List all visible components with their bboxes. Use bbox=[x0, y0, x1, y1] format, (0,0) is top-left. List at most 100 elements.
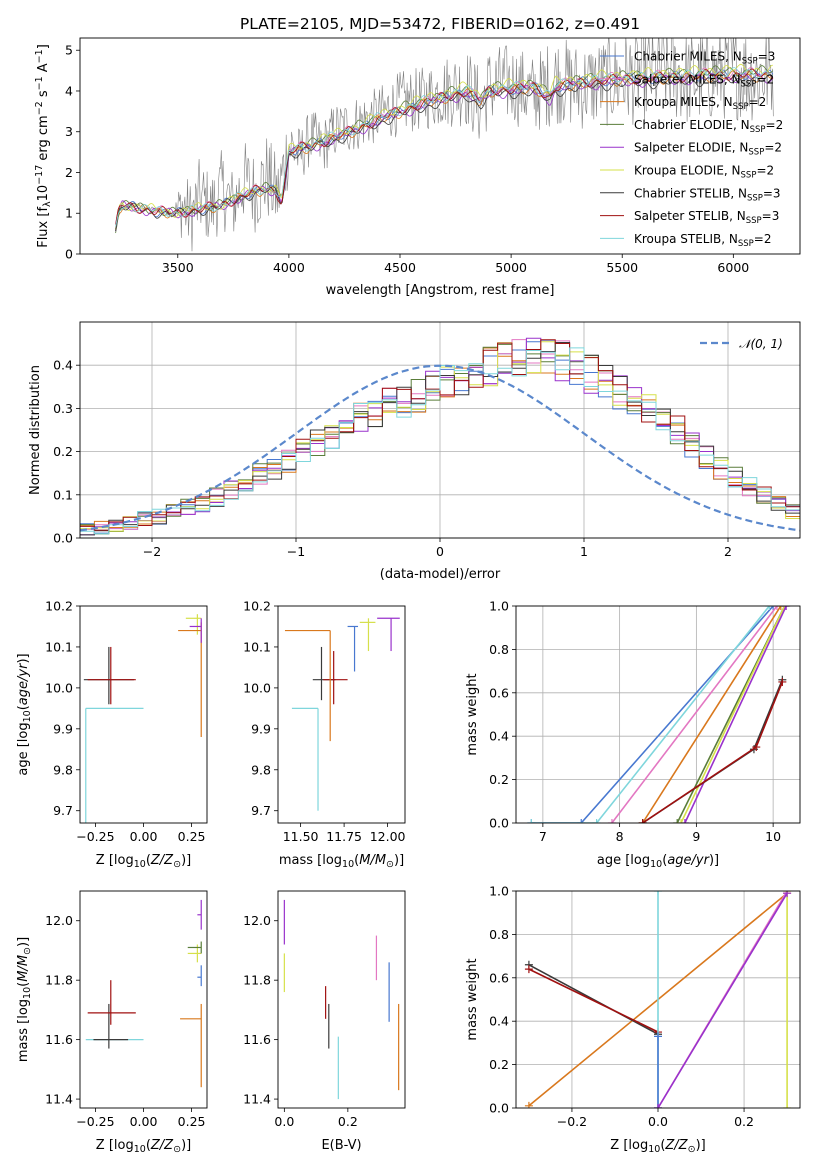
x-tick-label: −0.2 bbox=[557, 1114, 587, 1129]
mass-weight-marker bbox=[638, 819, 647, 823]
errorbar-point bbox=[187, 941, 202, 954]
errorbar-point bbox=[87, 980, 136, 1025]
y-tick-label: 12.0 bbox=[243, 913, 271, 928]
x-tick-label: 0.00 bbox=[130, 1114, 158, 1129]
hist-step-8 bbox=[80, 347, 800, 535]
x-tick-label: 6000 bbox=[717, 260, 749, 275]
x-tick-label: 9 bbox=[692, 829, 700, 844]
mass-weight-marker bbox=[765, 606, 774, 610]
mass-weight-marker bbox=[783, 1104, 792, 1108]
z-axis-label: Z [log10(Z/Z⊙)] bbox=[96, 1138, 191, 1155]
y-tick-label: 11.6 bbox=[45, 1032, 73, 1047]
massweight-vs-Z-panel: −0.2 0.0 0.2 0.0 0.2 0.4 0.6 0.8 1.0 mass weight Z… bbox=[465, 884, 801, 1155]
errorbar-point bbox=[189, 618, 202, 643]
x-tick-label: 0.00 bbox=[130, 829, 158, 844]
x-tick-label: 12.00 bbox=[370, 829, 406, 844]
x-tick-label: 7 bbox=[539, 829, 547, 844]
y-tick-label: 4 bbox=[65, 83, 73, 98]
mass-weight-line bbox=[531, 606, 770, 823]
x-tick-label: 0.2 bbox=[734, 1114, 754, 1129]
age-vs-mass-axes: 11.50 11.75 12.00 9.7 9.8 9.9 10.0 10.1 10.2 bbox=[243, 599, 405, 845]
mass-weight-line bbox=[528, 968, 659, 1033]
x-tick-label: 0.25 bbox=[178, 1114, 206, 1129]
mass-weight-marker bbox=[782, 606, 791, 610]
errorbar-point bbox=[197, 965, 202, 987]
hist-step-7 bbox=[80, 339, 800, 531]
axes-frame bbox=[277, 890, 406, 1109]
x-tick-label: 11.50 bbox=[283, 829, 319, 844]
x-tick-label: −2 bbox=[143, 544, 161, 559]
y-tick-label: 10.1 bbox=[243, 639, 271, 654]
massweight-vs-age-panel: 7 8 9 10 0.0 0.2 0.4 0.6 0.8 1.0 mass weight age [l… bbox=[465, 599, 801, 870]
mass-weight-line bbox=[611, 606, 778, 823]
age-vs-Z-axes: −0.25 0.00 0.25 9.7 9.8 9.9 10.0 10.1 10.2 bbox=[45, 599, 205, 845]
x-tick-label: 0.25 bbox=[178, 829, 206, 844]
age-vs-Z-panel: −0.25 0.00 0.25 9.7 9.8 9.9 10.0 10.1 10.2 Z [log… bbox=[16, 599, 208, 870]
mass-weight-marker bbox=[607, 819, 616, 823]
y-tick-label: 10.2 bbox=[243, 599, 271, 614]
z-axis-label: Z [log10(Z/Z⊙)] bbox=[610, 1138, 705, 1155]
y-tick-label: 9.7 bbox=[53, 803, 73, 818]
legend-label: Kroupa STELIB, NSSP=2 bbox=[634, 232, 772, 249]
x-tick-label: 1 bbox=[580, 544, 588, 559]
x-tick-label: 0.0 bbox=[274, 1114, 294, 1129]
spectrum-xlabel: wavelength [Angstrom, rest frame] bbox=[326, 283, 555, 298]
mass-weight-marker bbox=[752, 743, 761, 752]
y-tick-label: 0.3 bbox=[53, 401, 73, 416]
y-tick-label: 0.0 bbox=[53, 531, 73, 546]
mass-vs-Z-axes: −0.25 0.00 0.25 11.4 11.6 11.8 12.0 bbox=[45, 913, 205, 1129]
mass-weight-marker bbox=[654, 1032, 662, 1041]
x-tick-label: 4500 bbox=[384, 260, 416, 275]
mass-vs-Z-plot bbox=[85, 899, 202, 1088]
x-tick-label: 10 bbox=[765, 829, 781, 844]
x-tick-label: 0.2 bbox=[338, 1114, 358, 1129]
y-tick-label: 9.9 bbox=[251, 721, 271, 736]
y-tick-label: 0.8 bbox=[489, 642, 509, 657]
mass-vs-EBV-plot bbox=[283, 899, 400, 1100]
model-line-2 bbox=[115, 70, 774, 230]
mass-weight-line bbox=[528, 964, 659, 1035]
y-tick-label: 2 bbox=[65, 165, 73, 180]
y-tick-label: 9.9 bbox=[53, 721, 73, 736]
model-line-4 bbox=[115, 73, 774, 232]
age-vs-mass-plot bbox=[284, 617, 400, 811]
x-tick-label: 2 bbox=[724, 544, 732, 559]
y-tick-label: 11.8 bbox=[243, 973, 271, 988]
mass-vs-Z-panel: −0.25 0.00 0.25 11.4 11.6 11.8 12.0 Z [log10(Z/… bbox=[16, 890, 208, 1155]
spectrum-axes: 3500 4000 4500 5000 5500 6000 0 1 2 3 4 5 bbox=[65, 43, 749, 275]
mass-weight-marker bbox=[776, 606, 785, 610]
mass-weight-marker bbox=[680, 819, 689, 823]
axes-frame bbox=[515, 890, 801, 1109]
y-tick-label: 10.0 bbox=[243, 680, 271, 695]
age-axis-label: age [log10(age/yr)] bbox=[16, 653, 33, 775]
residuals-plot bbox=[80, 337, 800, 536]
mass-weight-line bbox=[531, 606, 774, 823]
mass-weight-marker bbox=[677, 819, 686, 823]
legend-label: Chabrier STELIB, NSSP=3 bbox=[634, 186, 781, 203]
x-tick-label: −0.25 bbox=[76, 1114, 114, 1129]
y-tick-label: 10.1 bbox=[45, 639, 73, 654]
y-tick-label: 3 bbox=[65, 124, 73, 139]
errorbar-point bbox=[323, 651, 348, 705]
y-tick-label: 0.0 bbox=[489, 1101, 509, 1116]
y-tick-label: 0.4 bbox=[489, 1014, 509, 1029]
errorbar-point bbox=[180, 1003, 202, 1088]
data-spectrum-line bbox=[115, 38, 774, 252]
errorbar-point bbox=[291, 707, 319, 811]
mass-weight-marker bbox=[524, 1101, 533, 1108]
residuals-ylabel: Normed distribution bbox=[28, 365, 43, 495]
legend-label: Kroupa ELODIE, NSSP=2 bbox=[634, 164, 774, 181]
mass-weight-marker bbox=[772, 606, 781, 610]
legend-label: Chabrier MILES, NSSP=3 bbox=[634, 50, 775, 67]
massweight-vs-Z-ylabel: mass weight bbox=[465, 958, 480, 1040]
x-tick-label: 5500 bbox=[606, 260, 638, 275]
y-tick-label: 10.0 bbox=[45, 680, 73, 695]
x-tick-label: 8 bbox=[616, 829, 624, 844]
mass-weight-marker bbox=[673, 819, 682, 823]
mass-weight-marker bbox=[654, 1104, 662, 1108]
age-vs-mass-panel: 11.50 11.75 12.00 9.7 9.8 9.9 10.0 10.1 10.2 mass… bbox=[243, 599, 405, 871]
y-tick-label: 1.0 bbox=[489, 599, 509, 614]
x-tick-label: 4000 bbox=[273, 260, 305, 275]
mass-weight-marker bbox=[778, 677, 787, 686]
